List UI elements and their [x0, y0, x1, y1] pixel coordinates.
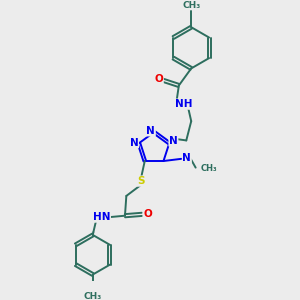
Text: O: O: [143, 209, 152, 219]
Text: NH: NH: [175, 99, 193, 109]
Text: N: N: [130, 138, 138, 148]
Text: CH₃: CH₃: [84, 292, 102, 300]
Text: CH₃: CH₃: [182, 1, 200, 10]
Text: N: N: [169, 136, 178, 146]
Text: S: S: [137, 176, 145, 186]
Text: N: N: [146, 126, 155, 136]
Text: HN: HN: [93, 212, 110, 222]
Text: O: O: [154, 74, 163, 84]
Text: N: N: [182, 153, 191, 163]
Text: CH₃: CH₃: [201, 164, 217, 173]
